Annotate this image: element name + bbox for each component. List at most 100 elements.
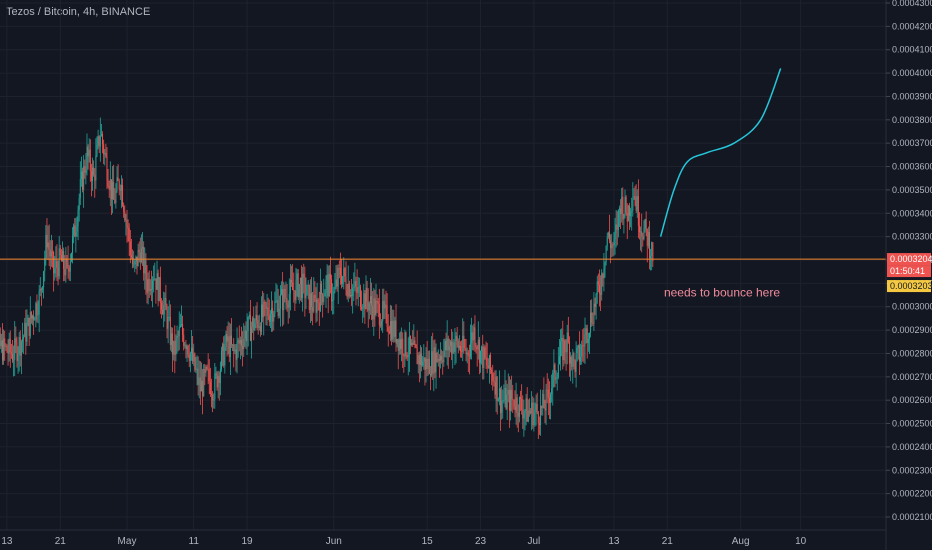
candle-body	[112, 181, 114, 200]
candle-body	[613, 239, 615, 246]
candle-body	[393, 320, 395, 337]
candle-body	[214, 373, 216, 400]
candle-body	[627, 205, 629, 222]
candle-body	[356, 286, 358, 294]
candle-body	[631, 210, 633, 212]
candle-body	[546, 389, 548, 391]
candle-body	[642, 236, 644, 240]
candle-body	[184, 345, 186, 346]
candle-body	[468, 355, 470, 357]
candle-body	[358, 286, 360, 288]
candle-body	[173, 340, 175, 355]
candle-body	[273, 313, 275, 322]
candle-body	[97, 136, 99, 145]
projection-curve[interactable]	[659, 68, 782, 237]
candle-body	[531, 402, 533, 414]
candle-body	[53, 252, 55, 274]
candle-body	[530, 411, 532, 414]
candle-body	[59, 248, 61, 256]
candle-body	[302, 273, 304, 299]
candle-body	[542, 393, 544, 409]
candle-body	[412, 342, 414, 345]
time-tick-label: 23	[475, 536, 487, 547]
candle-body	[602, 273, 604, 279]
candle-body	[26, 325, 28, 342]
candle-body	[200, 380, 202, 392]
candle-body	[77, 209, 79, 227]
candle-body	[475, 345, 477, 348]
candle-body	[474, 327, 476, 346]
candle-body	[104, 152, 106, 155]
candle-body	[507, 389, 509, 395]
candle-body	[443, 350, 445, 363]
candle-body	[227, 336, 229, 342]
candle-body	[309, 293, 311, 311]
candle-body	[17, 353, 19, 361]
candle-body	[590, 312, 592, 333]
candle-body	[606, 236, 608, 246]
candle-body	[308, 284, 310, 311]
candle-body	[175, 338, 177, 355]
candle-body	[205, 367, 207, 373]
candle-body	[572, 353, 574, 367]
candle-body	[548, 397, 550, 403]
candle-body	[455, 335, 457, 345]
candle-body	[581, 345, 583, 357]
price-tick-label: 0.0003700	[892, 138, 932, 148]
candle-body	[524, 410, 526, 414]
candle-body	[252, 318, 254, 328]
candle-body	[431, 351, 433, 376]
candle-body	[56, 260, 58, 268]
candle-body	[650, 255, 652, 259]
candle-body	[327, 274, 329, 297]
candle-body	[176, 336, 178, 339]
candle-body	[365, 287, 367, 310]
price-tick-label: 0.0003000	[892, 302, 932, 312]
candle-body	[274, 301, 276, 314]
candle-body	[511, 389, 513, 400]
candle-body	[471, 332, 473, 344]
candle-body	[84, 166, 86, 173]
candle-body	[416, 347, 418, 365]
candle-body	[120, 185, 122, 191]
candle-body	[284, 288, 286, 299]
candle-body	[73, 225, 75, 236]
candle-body	[377, 301, 379, 304]
candle-body	[194, 353, 196, 370]
candle-body	[233, 344, 235, 352]
candle-body	[567, 332, 569, 343]
candle-body	[427, 358, 429, 370]
candle-body	[413, 340, 415, 345]
candle-body	[215, 373, 217, 375]
candle-body	[566, 332, 568, 353]
price-tick-label: 0.0002300	[892, 465, 932, 475]
candle-body	[434, 347, 436, 373]
candle-body	[401, 338, 403, 349]
candle-body	[632, 199, 634, 211]
candle-body	[505, 387, 507, 409]
price-tick-label: 0.0002800	[892, 348, 932, 358]
candle-body	[153, 278, 155, 281]
candle-body	[485, 357, 487, 359]
candle-body	[243, 338, 245, 350]
candle-body	[597, 281, 599, 285]
candle-body	[373, 298, 375, 320]
candle-body	[271, 308, 273, 314]
candle-body	[425, 358, 427, 370]
candle-body	[321, 283, 323, 295]
candle-body	[571, 356, 573, 367]
price-tick-label: 0.0002500	[892, 419, 932, 429]
candle-body	[114, 199, 116, 204]
candle-body	[357, 287, 359, 294]
candle-body	[418, 355, 420, 365]
candle-body	[322, 294, 324, 303]
candle-body	[603, 268, 605, 279]
candle-body	[500, 388, 502, 413]
candle-body	[39, 288, 41, 292]
candle-body	[545, 389, 547, 411]
candle-body	[483, 347, 485, 369]
candle-body	[587, 339, 589, 344]
candle-body	[426, 358, 428, 370]
candle-body	[480, 351, 482, 363]
